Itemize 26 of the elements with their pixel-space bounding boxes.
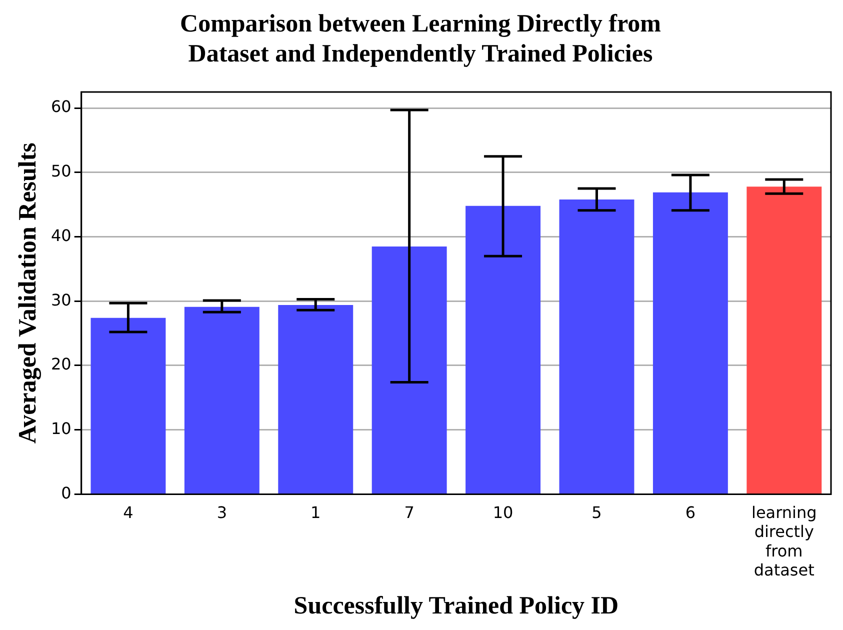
x-tick-label: 4 [123,502,134,522]
x-tick-label: 10 [492,502,514,522]
bar [746,186,822,494]
y-tick-label: 40 [51,226,72,245]
x-axis-title: Successfully Trained Policy ID [294,592,619,620]
bar [278,305,354,494]
x-tick-label: learning directly from dataset [752,502,817,580]
y-tick-label: 60 [51,97,72,116]
x-tick-label: 1 [310,502,321,522]
y-axis-title: Averaged Validation Results [14,142,42,444]
x-tick-label: 7 [404,502,414,522]
bar [652,192,728,494]
y-tick-label: 10 [51,419,72,438]
x-tick-label: 3 [216,502,228,522]
bar [90,318,166,494]
bar [184,306,260,494]
y-tick-label: 50 [51,162,72,181]
bar [559,199,634,494]
x-tick-label: 5 [592,502,602,522]
x-tick-label: 6 [685,502,696,522]
y-tick-label: 30 [51,290,72,310]
bar [372,246,447,494]
y-tick-label: 0 [61,483,72,502]
y-tick-label: 20 [51,354,72,374]
bar [466,206,541,494]
chart-title: Comparison between Learning Directly from Dataset and Independently Trained Policies [180,10,662,68]
